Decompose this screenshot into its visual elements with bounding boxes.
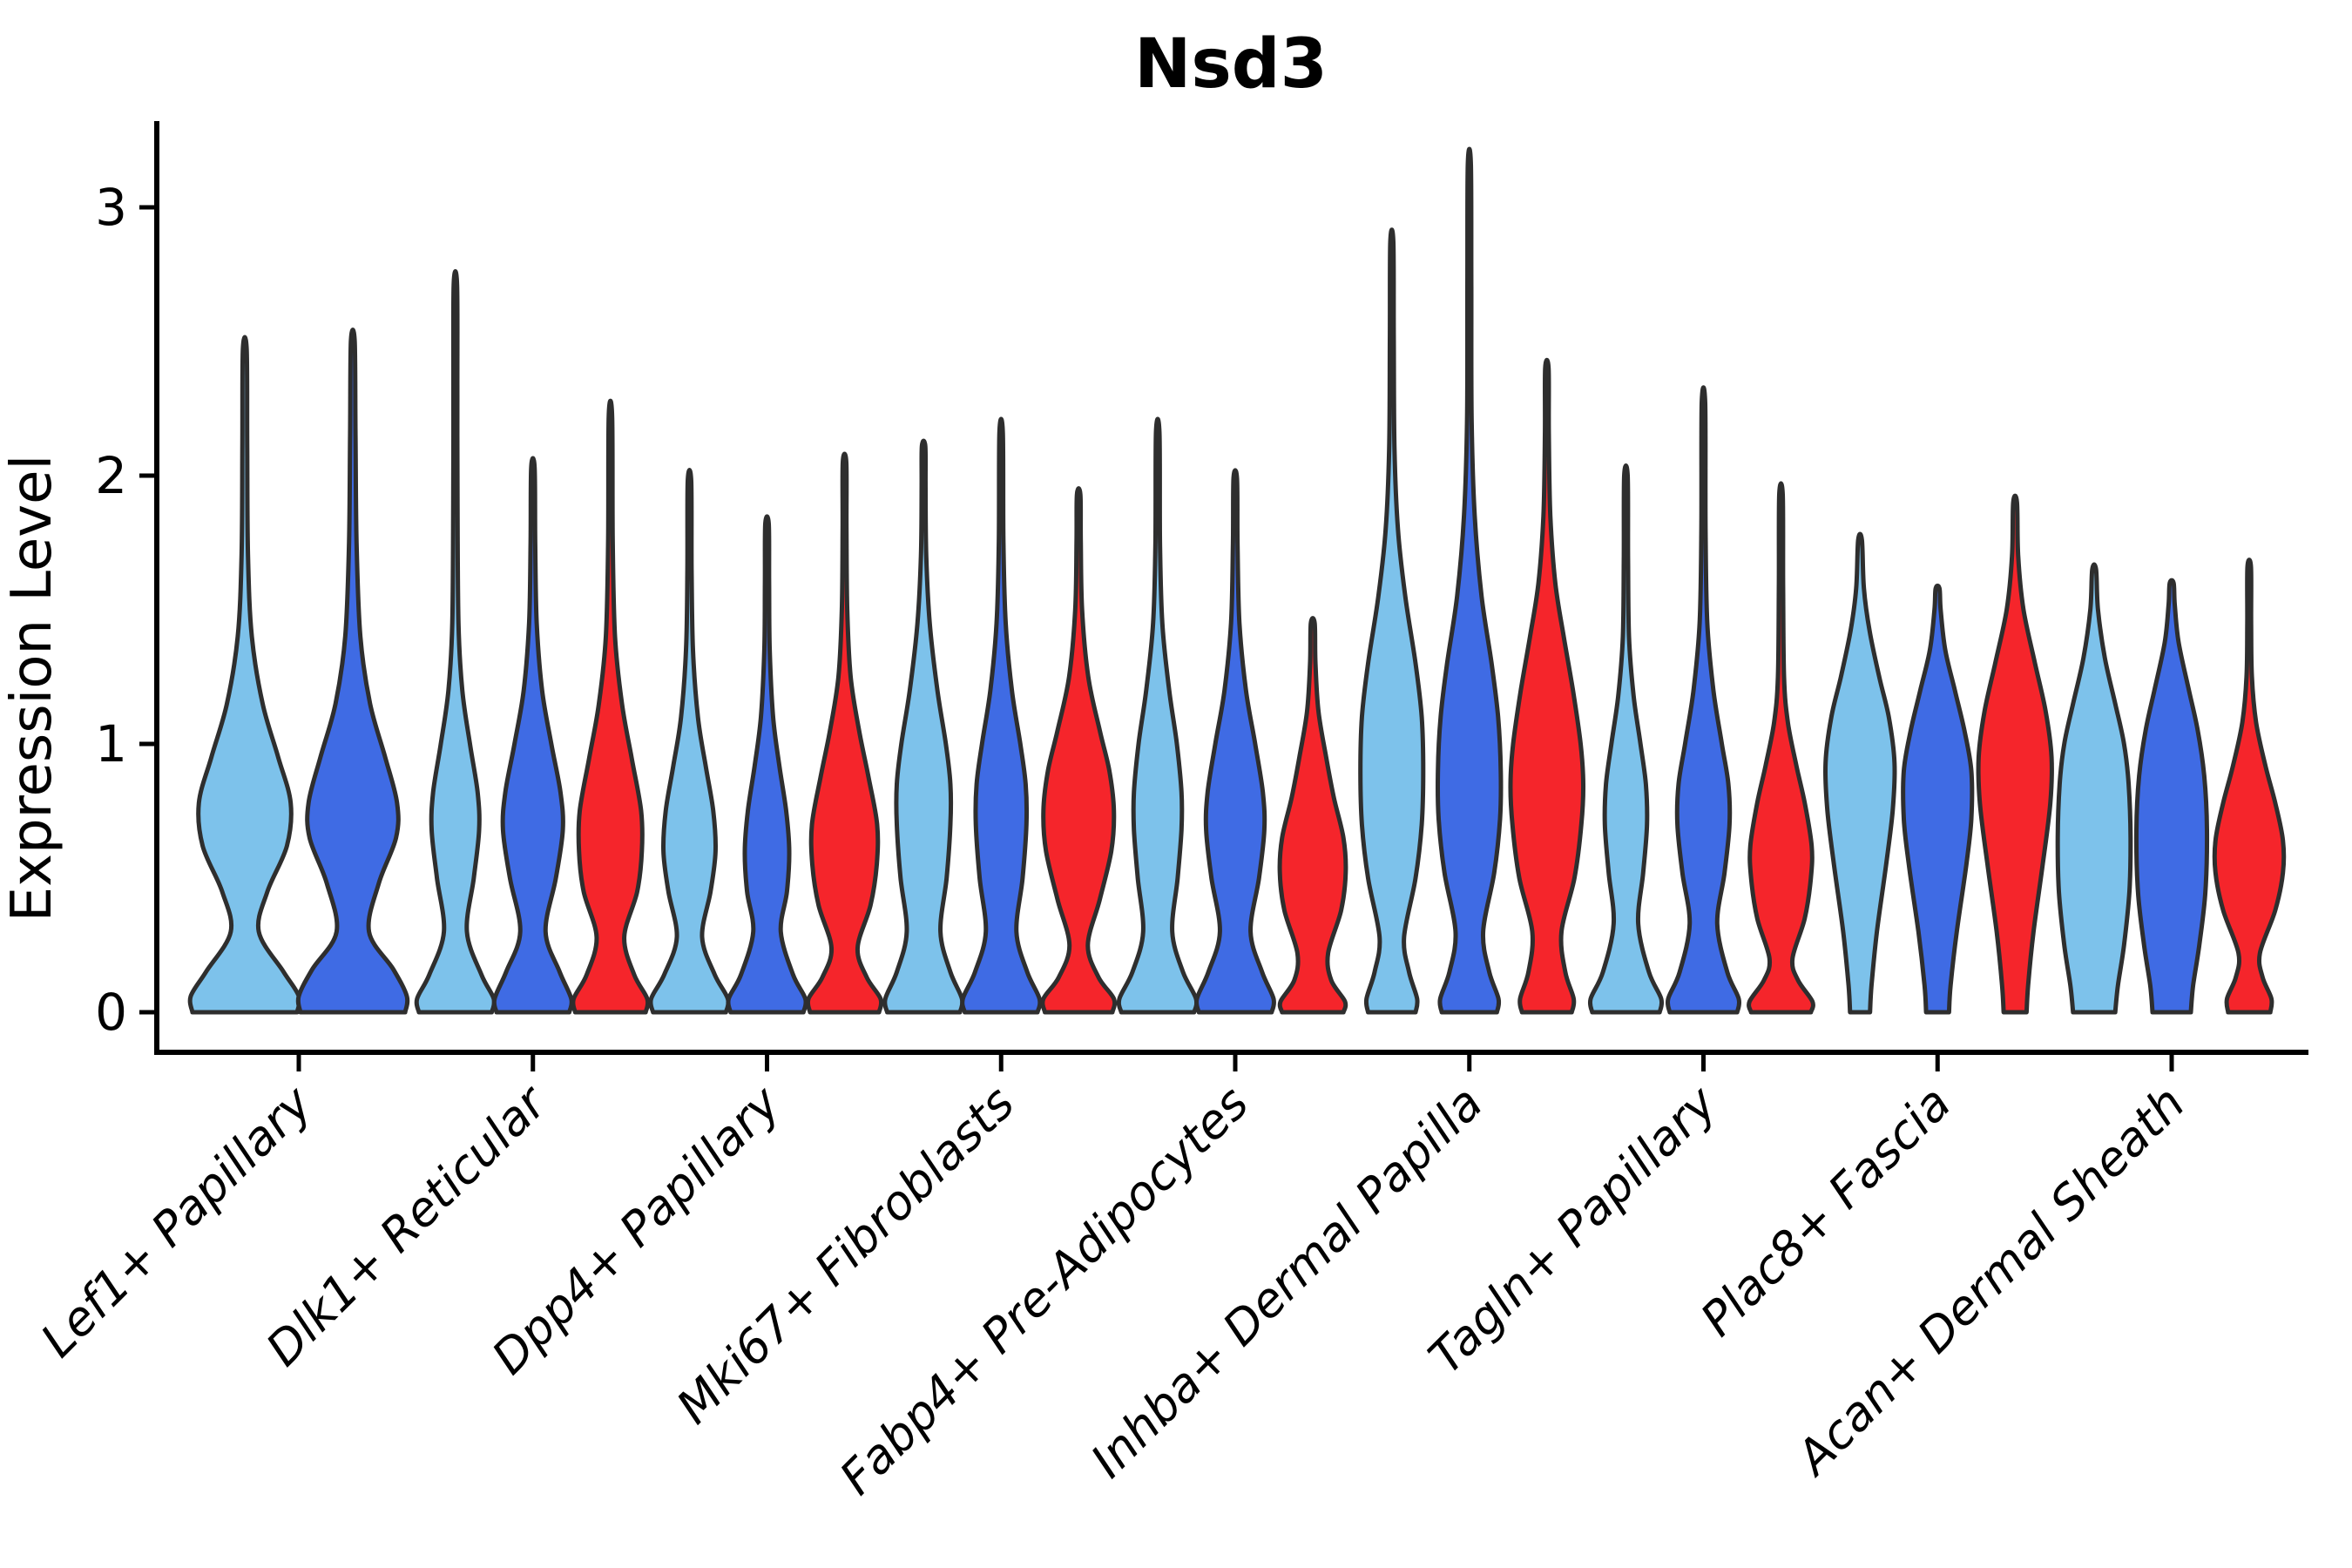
- y-tick-label: 3: [95, 178, 127, 237]
- violin-fabp4-pre-adipocytes-lightblue: [1116, 416, 1200, 1015]
- x-tick-label-plac8-fascia: Plac8+ Fascia: [1690, 1076, 1961, 1347]
- x-tick-label-fabp4-pre-adipocytes: Fabp4+ Pre-Adipocytes: [829, 1076, 1259, 1505]
- violin-inhba-dermal-papilla-blue: [1435, 146, 1504, 1015]
- violin-fabp4-pre-adipocytes-red: [1277, 616, 1348, 1015]
- violin-lef1-papillary-lightblue: [187, 335, 302, 1015]
- violin-acan-dermal-sheath-lightblue: [2055, 562, 2133, 1015]
- y-tick-label: 0: [95, 983, 127, 1042]
- violin-dpp4-papillary-lightblue: [648, 467, 731, 1015]
- violin-lef1-papillary-blue: [295, 328, 410, 1015]
- violin-acan-dermal-sheath-blue: [2133, 578, 2210, 1015]
- y-tick-label: 1: [95, 714, 127, 774]
- violin-dpp4-papillary-red: [805, 451, 884, 1015]
- violin-fabp4-pre-adipocytes-blue: [1194, 468, 1276, 1015]
- violin-acan-dermal-sheath-red: [2212, 558, 2287, 1015]
- violin-plac8-fascia-lightblue: [1822, 531, 1897, 1015]
- x-tick-label-acan-dermal-sheath: Acan+ Dermal Sheath: [1784, 1076, 2195, 1487]
- violin-dlk1-reticular-lightblue: [414, 269, 497, 1015]
- chart-title: Nsd3: [1134, 25, 1328, 104]
- y-axis-label: Expression Level: [0, 455, 64, 923]
- violin-mki67-fibroblasts-blue: [960, 416, 1043, 1015]
- violin-mki67-fibroblasts-red: [1040, 486, 1118, 1015]
- violin-dpp4-papillary-blue: [726, 514, 808, 1015]
- y-tick-label: 2: [95, 446, 127, 505]
- violin-dlk1-reticular-blue: [491, 456, 574, 1015]
- violin-plac8-fascia-red: [1976, 493, 2054, 1015]
- violin-tagln-papillary-blue: [1665, 385, 1742, 1015]
- x-tick-label-inhba-dermal-papilla: Inhba+ Dermal Papilla: [1080, 1076, 1493, 1489]
- violin-dlk1-reticular-red: [571, 398, 651, 1015]
- violin-mki67-fibroblasts-lightblue: [882, 438, 965, 1015]
- violins-group: [187, 146, 2287, 1015]
- violin-plac8-fascia-blue: [1901, 583, 1975, 1015]
- violin-tagln-papillary-lightblue: [1587, 463, 1665, 1015]
- violin-inhba-dermal-papilla-red: [1508, 357, 1586, 1015]
- violin-inhba-dermal-papilla-lightblue: [1358, 227, 1426, 1015]
- violin-tagln-papillary-red: [1747, 481, 1815, 1015]
